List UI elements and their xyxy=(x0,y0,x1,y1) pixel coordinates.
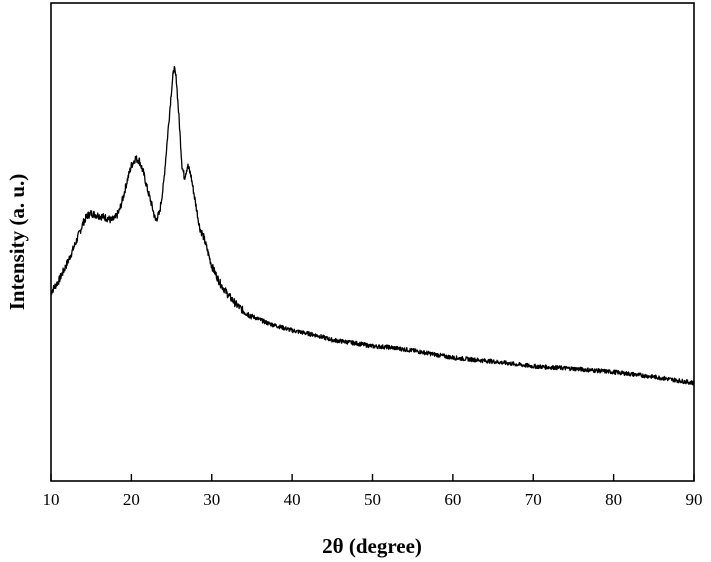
plot-frame xyxy=(50,2,695,482)
x-axis-title: 2θ (degree) xyxy=(322,534,422,558)
x-tick-labels: 10 20 30 40 50 60 70 80 90 xyxy=(43,490,703,509)
x-tick-label-90: 90 xyxy=(686,490,703,509)
x-tick-label-20: 20 xyxy=(123,490,140,509)
x-tick-label-30: 30 xyxy=(203,490,220,509)
x-ticks xyxy=(50,474,695,481)
x-tick-label-60: 60 xyxy=(444,490,461,509)
x-tick-label-50: 50 xyxy=(364,490,381,509)
y-axis-title: Intensity (a. u.) xyxy=(5,174,29,311)
x-tick-label-40: 40 xyxy=(284,490,301,509)
x-tick-label-10: 10 xyxy=(43,490,60,509)
x-tick-label-80: 80 xyxy=(605,490,622,509)
series-line xyxy=(50,65,695,386)
x-tick-label-70: 70 xyxy=(525,490,542,509)
